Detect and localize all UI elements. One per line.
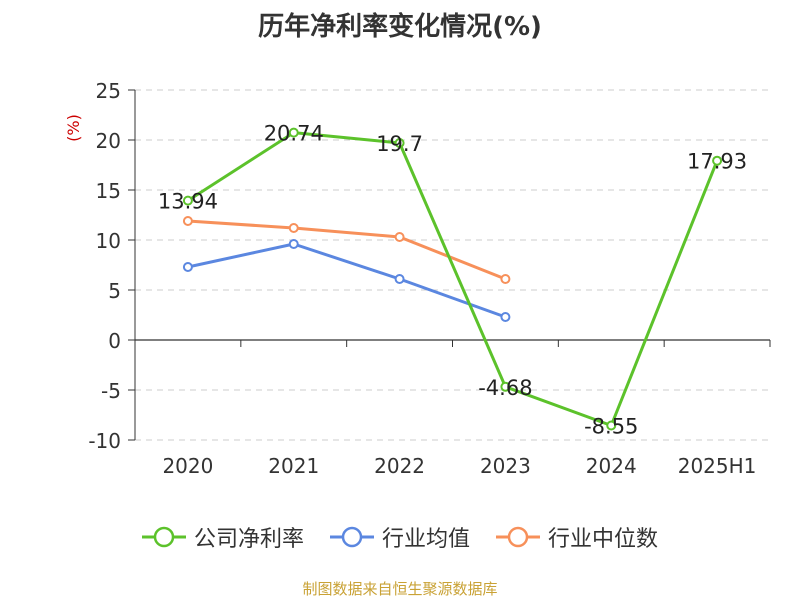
data-point-2 [288,239,299,249]
data-label: 19.7 [376,132,423,156]
data-label: 13.94 [158,190,218,214]
series-line-2 [187,242,506,319]
data-point-3 [394,232,405,242]
series-line-1 [187,131,719,427]
source-note: 制图数据来自恒生聚源数据库 [302,580,498,598]
series-line-3 [187,219,506,281]
legend-item-1[interactable]: 公司净利率 [141,521,304,553]
y-tick-label: 10 [96,229,121,253]
data-label: -8.55 [584,415,638,439]
chart-title: 历年净利率变化情况(%) [258,12,542,42]
data-label: 20.74 [264,122,324,146]
data-point-2 [500,312,511,322]
legend-swatch-marker [153,526,175,548]
legend-item-3[interactable]: 行业中位数 [496,521,658,553]
x-tick-label: 2025H1 [678,454,757,478]
y-tick-label: -10 [88,429,121,453]
data-point-1 [712,155,723,166]
y-tick-label: 20 [96,129,121,153]
legend-label: 行业中位数 [548,527,659,552]
legend: 公司净利率 行业均值 行业中位数 [0,520,800,554]
x-tick-label: 2024 [586,454,637,478]
legend-label: 公司净利率 [193,527,304,552]
y-axis-label: (%) [64,114,83,142]
data-label: 17.93 [687,150,747,174]
data-point-1 [288,127,299,138]
data-point-3 [288,223,299,233]
x-tick-label: 2021 [268,454,319,478]
y-tick-label: 15 [96,179,121,203]
data-point-1 [606,420,617,431]
data-point-3 [182,216,193,226]
legend-swatch-marker [507,526,529,548]
y-tick-label: 5 [108,279,121,303]
x-tick-label: 2020 [162,454,213,478]
data-label: -4.68 [478,376,532,400]
y-tick-label: 0 [108,329,121,353]
data-point-1 [394,138,405,148]
y-tick-label: -5 [101,379,121,403]
y-tick-label: 25 [96,79,121,103]
data-point-1 [182,195,193,206]
x-tick-label: 2023 [480,454,531,478]
legend-item-2[interactable]: 行业均值 [329,521,470,553]
legend-label: 行业均值 [381,527,470,552]
legend-swatch-icon [496,526,540,548]
data-point-2 [182,262,193,272]
data-point-3 [500,274,511,284]
legend-swatch-marker [341,526,363,548]
x-tick-label: 2022 [374,454,425,478]
data-point-2 [394,274,405,284]
legend-swatch-icon [141,526,186,548]
data-point-1 [500,381,511,392]
legend-swatch-icon [329,526,374,548]
